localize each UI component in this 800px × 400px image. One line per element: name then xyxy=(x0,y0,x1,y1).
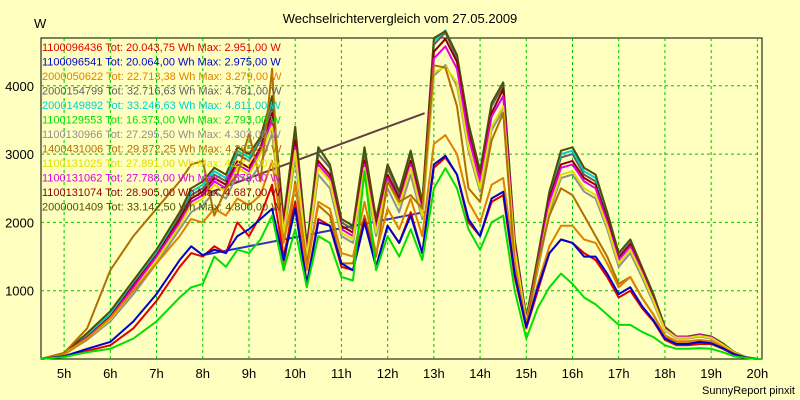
series-line xyxy=(40,167,762,360)
legend-entry: 2000154799 Tot: 32.716,63 Wh Max: 4.781,… xyxy=(42,86,282,98)
series-line xyxy=(40,30,762,360)
x-tick-label: 14h xyxy=(469,366,491,381)
x-tick-label: 20h xyxy=(747,366,769,381)
y-tick-label: 2000 xyxy=(5,215,34,230)
x-tick-label: 16h xyxy=(562,366,584,381)
y-axis-ticks: 1000 2000 3000 4000 xyxy=(5,79,34,299)
legend-entry: 2000001409 Tot: 33.142,50 Wh Max: 4.800,… xyxy=(42,202,282,214)
series-line xyxy=(40,65,762,360)
x-tick-label: 5h xyxy=(57,366,71,381)
legend: 1100096436 Tot: 20.043,75 Wh Max: 2.951,… xyxy=(42,42,282,214)
y-tick-label: 3000 xyxy=(5,147,34,162)
y-tick-label: 1000 xyxy=(5,284,34,299)
x-tick-label: 9h xyxy=(242,366,256,381)
legend-entry: 1100096541 Tot: 20.064,00 Wh Max: 2.975,… xyxy=(42,57,281,69)
x-tick-label: 12h xyxy=(377,366,399,381)
legend-entry: 2000149892 Tot: 33.246,63 Wh Max: 4.811,… xyxy=(42,100,281,112)
legend-entry: 2000050622 Tot: 22.713,38 Wh Max: 3.279,… xyxy=(42,71,282,83)
x-axis-ticks: 5h 6h 7h 8h 9h 10h 11h 12h 13h 14h 15h 16h 17h 18h 19h… xyxy=(57,366,768,381)
x-tick-label: 17h xyxy=(608,366,630,381)
x-tick-label: 18h xyxy=(654,366,676,381)
series-lines xyxy=(40,29,762,360)
x-tick-label: 8h xyxy=(196,366,210,381)
interpolation-line xyxy=(202,112,425,197)
x-tick-label: 15h xyxy=(515,366,537,381)
legend-entry: 1400431006 Tot: 29.872,25 Wh Max: 4.265,… xyxy=(42,144,282,156)
x-tick-label: 11h xyxy=(331,366,352,381)
x-tick-label: 13h xyxy=(423,366,445,381)
footer-credit: SunnyReport pinxit xyxy=(702,385,795,397)
series-line xyxy=(40,134,762,360)
chart-title: Wechselrichtervergleich vom 27.05.2009 xyxy=(283,11,518,26)
legend-entry: 1100129553 Tot: 16.373,00 Wh Max: 2.793,… xyxy=(42,115,281,127)
legend-entry: 1100096436 Tot: 20.043,75 Wh Max: 2.951,… xyxy=(42,42,281,54)
legend-entry: 1100130966 Tot: 27.295,50 Wh Max: 4.303,… xyxy=(42,129,281,141)
y-axis-label: W xyxy=(34,16,47,31)
x-tick-label: 7h xyxy=(149,366,163,381)
x-tick-label: 6h xyxy=(103,366,117,381)
x-tick-label: 10h xyxy=(284,366,306,381)
legend-entry: 1100131062 Tot: 27.788,00 Wh Max: 4.578,… xyxy=(42,173,281,185)
legend-entry: 1100131025 Tot: 27.891,00 Wh Max: 4.277,… xyxy=(42,158,281,170)
legend-entry: 1100131074 Tot: 28.905,00 Wh Max: 4.687,… xyxy=(42,187,281,199)
x-tick-label: 19h xyxy=(700,366,722,381)
series-line xyxy=(40,154,762,360)
y-tick-label: 4000 xyxy=(5,79,34,94)
